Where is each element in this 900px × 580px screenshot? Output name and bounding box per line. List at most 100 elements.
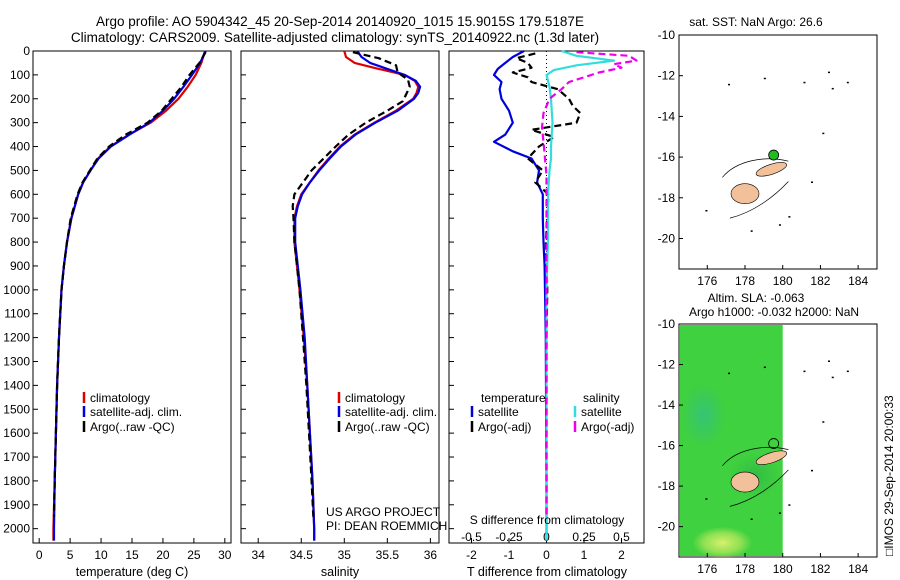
small-island bbox=[822, 421, 825, 423]
legend-label-sal-satellite: satellite bbox=[581, 405, 622, 419]
sla-map-title-line1: Altim. SLA: -0.063 bbox=[708, 291, 805, 305]
small-island bbox=[788, 216, 791, 218]
x-tick-label: 182 bbox=[810, 274, 830, 288]
series-line bbox=[540, 51, 638, 517]
x-tick-label: 176 bbox=[697, 562, 717, 576]
small-island bbox=[827, 71, 830, 74]
x-tick-label: 35.5 bbox=[376, 548, 400, 562]
y-tick-label: 900 bbox=[10, 259, 30, 273]
small-island bbox=[803, 81, 806, 84]
small-island bbox=[705, 209, 708, 212]
legend-title-temperature: temperature bbox=[481, 391, 546, 405]
y-tick-label: 1000 bbox=[3, 283, 30, 297]
y-tick-label: 200 bbox=[10, 92, 30, 106]
x-tick-label: 35 bbox=[338, 548, 352, 562]
legend-label-satellite: satellite-adj. clim. bbox=[345, 405, 437, 419]
series-line bbox=[294, 50, 422, 541]
x-tick-label: 178 bbox=[735, 274, 755, 288]
x-tick-label: 34 bbox=[252, 548, 266, 562]
sst-map-plot: 176 178 180 182 184 -10 -12 -14 -16 -18 -20 bbox=[658, 28, 869, 288]
y-tick-label: 1500 bbox=[3, 402, 30, 416]
legend-label-argo: Argo(..raw -QC) bbox=[90, 420, 175, 434]
difference-xlabel-top: S difference from climatology bbox=[470, 513, 625, 527]
y-tick-label: -20 bbox=[658, 231, 676, 245]
y-tick-label: -18 bbox=[658, 479, 676, 493]
small-island bbox=[763, 366, 766, 369]
sla-anomaly-high bbox=[692, 526, 753, 559]
x-tick-label: 2 bbox=[618, 548, 625, 562]
y-tick-label: 1700 bbox=[3, 450, 30, 464]
x-tick-label: 20 bbox=[156, 548, 170, 562]
legend-title-salinity: salinity bbox=[583, 391, 620, 405]
x-tick-label: -2 bbox=[466, 548, 477, 562]
x-tick-label: 34.5 bbox=[290, 548, 314, 562]
y-tick-label: 1300 bbox=[3, 354, 30, 368]
sla-anomaly-low bbox=[681, 383, 726, 448]
small-island bbox=[831, 87, 834, 90]
x-tick-label: 176 bbox=[697, 274, 717, 288]
y-tick-label: -12 bbox=[658, 358, 676, 372]
x-tick-label: 25 bbox=[187, 548, 201, 562]
y-tick-label: 2000 bbox=[3, 522, 30, 536]
y-tick-label: -14 bbox=[658, 398, 676, 412]
y-tick-label: 600 bbox=[10, 187, 30, 201]
series-line bbox=[545, 49, 616, 541]
small-island bbox=[750, 230, 753, 232]
y-tick-label: -20 bbox=[658, 520, 676, 534]
x-tick-label: 30 bbox=[218, 548, 232, 562]
small-island bbox=[728, 83, 731, 86]
x-tick-label: 182 bbox=[810, 562, 830, 576]
imos-timestamp: □IMOS 29-Sep-2014 20:00:33 bbox=[882, 395, 896, 556]
float-position-marker bbox=[768, 149, 780, 161]
legend-label-argo: Argo(..raw -QC) bbox=[345, 420, 430, 434]
x-tick-label: 15 bbox=[125, 548, 139, 562]
small-island bbox=[778, 224, 781, 226]
y-tick-label: -10 bbox=[658, 28, 676, 42]
temperature-panel-frame bbox=[32, 50, 232, 544]
difference-plot: -2 -1 0 1 2-0.5 -0.25 0 0.25 0.5 bbox=[449, 49, 638, 562]
y-tick-label: 1200 bbox=[3, 331, 30, 345]
series-line bbox=[492, 50, 548, 541]
small-island bbox=[811, 181, 813, 184]
small-island bbox=[728, 372, 731, 375]
s-tick-label: -0.5 bbox=[461, 530, 482, 544]
series-line bbox=[293, 50, 420, 541]
series-line bbox=[52, 50, 207, 541]
y-tick-label: 1800 bbox=[3, 474, 30, 488]
salinity-legend: climatology satellite-adj. clim. Argo(..… bbox=[337, 391, 437, 434]
y-tick-label: 800 bbox=[10, 235, 30, 249]
small-island bbox=[846, 370, 849, 373]
y-tick-label: -18 bbox=[658, 191, 676, 205]
y-tick-label: -16 bbox=[658, 150, 676, 164]
x-tick-label: 0 bbox=[36, 548, 43, 562]
x-tick-label: 180 bbox=[773, 274, 793, 288]
y-tick-label: 0 bbox=[23, 44, 30, 58]
figure-title-line2: Climatology: CARS2009. Satellite-adjuste… bbox=[71, 30, 599, 45]
s-tick-label: 0.25 bbox=[572, 530, 596, 544]
reef-contour bbox=[722, 446, 789, 467]
x-tick-label: -1 bbox=[504, 548, 515, 562]
y-tick-label: 1400 bbox=[3, 378, 30, 392]
small-island bbox=[831, 376, 834, 379]
y-tick-label: -16 bbox=[658, 439, 676, 453]
legend-label-sal-argo: Argo(-adj) bbox=[581, 420, 634, 434]
reef-contour bbox=[729, 469, 789, 507]
x-tick-label: 0 bbox=[543, 548, 550, 562]
salinity-panel-frame bbox=[240, 50, 440, 544]
small-island bbox=[763, 77, 766, 80]
y-tick-label: 100 bbox=[10, 68, 30, 82]
x-tick-label: 5 bbox=[67, 548, 74, 562]
s-tick-label: -0.25 bbox=[495, 530, 523, 544]
temperature-legend: climatology satellite-adj. clim. Argo(..… bbox=[82, 391, 182, 434]
legend-label-temp-argo: Argo(-adj) bbox=[478, 420, 531, 434]
small-island bbox=[811, 469, 813, 472]
y-tick-label: -12 bbox=[658, 69, 676, 83]
y-tick-label: 1900 bbox=[3, 498, 30, 512]
difference-legend: temperature satellite Argo(-adj) salinit… bbox=[470, 391, 634, 434]
y-tick-label: 300 bbox=[10, 116, 30, 130]
island-viti-levu bbox=[730, 183, 760, 205]
y-tick-label: 1100 bbox=[4, 307, 30, 321]
series-line bbox=[291, 51, 411, 517]
y-tick-label: 1600 bbox=[3, 426, 30, 440]
